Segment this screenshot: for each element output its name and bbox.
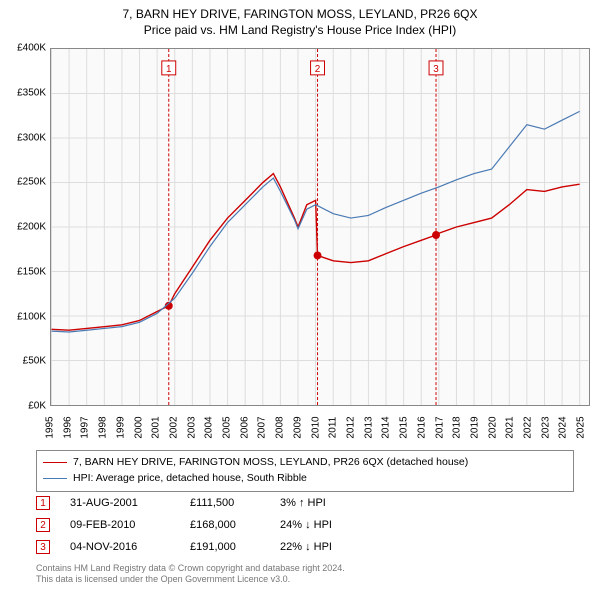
event-price: £168,000 [190, 519, 260, 531]
chart-container: 7, BARN HEY DRIVE, FARINGTON MOSS, LEYLA… [0, 0, 600, 590]
event-pct: 3% ↑ HPI [280, 497, 370, 509]
x-tick-label: 2024 [558, 416, 569, 438]
legend-row: 7, BARN HEY DRIVE, FARINGTON MOSS, LEYLA… [43, 455, 567, 471]
y-tick-label: £300K [6, 132, 46, 143]
x-tick-label: 2015 [399, 416, 410, 438]
legend-label: HPI: Average price, detached house, Sout… [73, 471, 307, 487]
legend-label: 7, BARN HEY DRIVE, FARINGTON MOSS, LEYLA… [73, 455, 468, 471]
svg-text:3: 3 [433, 64, 439, 75]
x-tick-label: 2002 [168, 416, 179, 438]
legend-row: HPI: Average price, detached house, Sout… [43, 471, 567, 487]
event-marker-box: 2 [36, 518, 50, 532]
x-tick-label: 2025 [576, 416, 587, 438]
legend-swatch [43, 478, 67, 479]
y-tick-label: £100K [6, 311, 46, 322]
event-row: 2 09-FEB-2010 £168,000 24% ↓ HPI [36, 514, 370, 536]
x-tick-label: 2003 [186, 416, 197, 438]
chart-plot-area: 1 2 3 [50, 48, 590, 406]
event-pct: 22% ↓ HPI [280, 541, 370, 553]
svg-text:2: 2 [315, 64, 321, 75]
chart-svg: 1 2 3 [51, 49, 589, 405]
x-tick-label: 2010 [310, 416, 321, 438]
x-tick-label: 2000 [133, 416, 144, 438]
x-tick-label: 1996 [62, 416, 73, 438]
x-tick-label: 2004 [204, 416, 215, 438]
x-tick-label: 2014 [381, 416, 392, 438]
x-tick-label: 2016 [416, 416, 427, 438]
svg-text:1: 1 [166, 64, 172, 75]
footnote: Contains HM Land Registry data © Crown c… [36, 563, 345, 586]
x-tick-label: 1998 [98, 416, 109, 438]
x-tick-label: 1995 [45, 416, 56, 438]
x-tick-label: 2018 [452, 416, 463, 438]
event-date: 04-NOV-2016 [70, 541, 170, 553]
event-price: £111,500 [190, 497, 260, 509]
event-price: £191,000 [190, 541, 260, 553]
y-tick-label: £250K [6, 177, 46, 188]
y-tick-label: £350K [6, 87, 46, 98]
legend-box: 7, BARN HEY DRIVE, FARINGTON MOSS, LEYLA… [36, 450, 574, 492]
legend-swatch [43, 462, 67, 463]
chart-title: 7, BARN HEY DRIVE, FARINGTON MOSS, LEYLA… [0, 0, 600, 23]
x-tick-label: 2021 [505, 416, 516, 438]
event-pct: 24% ↓ HPI [280, 519, 370, 531]
event-row: 1 31-AUG-2001 £111,500 3% ↑ HPI [36, 492, 370, 514]
footnote-line2: This data is licensed under the Open Gov… [36, 574, 345, 586]
x-tick-label: 1997 [80, 416, 91, 438]
events-table: 1 31-AUG-2001 £111,500 3% ↑ HPI 2 09-FEB-2010… [36, 492, 370, 558]
x-tick-label: 2008 [275, 416, 286, 438]
x-tick-label: 2019 [469, 416, 480, 438]
x-tick-label: 2011 [328, 417, 339, 439]
x-tick-label: 2012 [345, 416, 356, 438]
y-tick-label: £0K [6, 401, 46, 412]
event-date: 09-FEB-2010 [70, 519, 170, 531]
x-tick-label: 2009 [292, 416, 303, 438]
x-tick-label: 2006 [239, 416, 250, 438]
x-tick-label: 2020 [487, 416, 498, 438]
footnote-line1: Contains HM Land Registry data © Crown c… [36, 563, 345, 575]
event-marker-box: 3 [36, 540, 50, 554]
y-tick-label: £200K [6, 222, 46, 233]
event-marker-box: 1 [36, 496, 50, 510]
x-tick-label: 2001 [151, 416, 162, 438]
x-tick-label: 1999 [115, 416, 126, 438]
x-tick-label: 2007 [257, 416, 268, 438]
x-tick-label: 2013 [363, 416, 374, 438]
x-tick-label: 2017 [434, 416, 445, 438]
y-tick-label: £150K [6, 266, 46, 277]
y-tick-label: £50K [6, 356, 46, 367]
event-row: 3 04-NOV-2016 £191,000 22% ↓ HPI [36, 536, 370, 558]
x-tick-label: 2005 [222, 416, 233, 438]
x-tick-label: 2022 [523, 416, 534, 438]
chart-subtitle: Price paid vs. HM Land Registry's House … [0, 23, 600, 37]
event-date: 31-AUG-2001 [70, 497, 170, 509]
x-tick-label: 2023 [540, 416, 551, 438]
y-tick-label: £400K [6, 43, 46, 54]
